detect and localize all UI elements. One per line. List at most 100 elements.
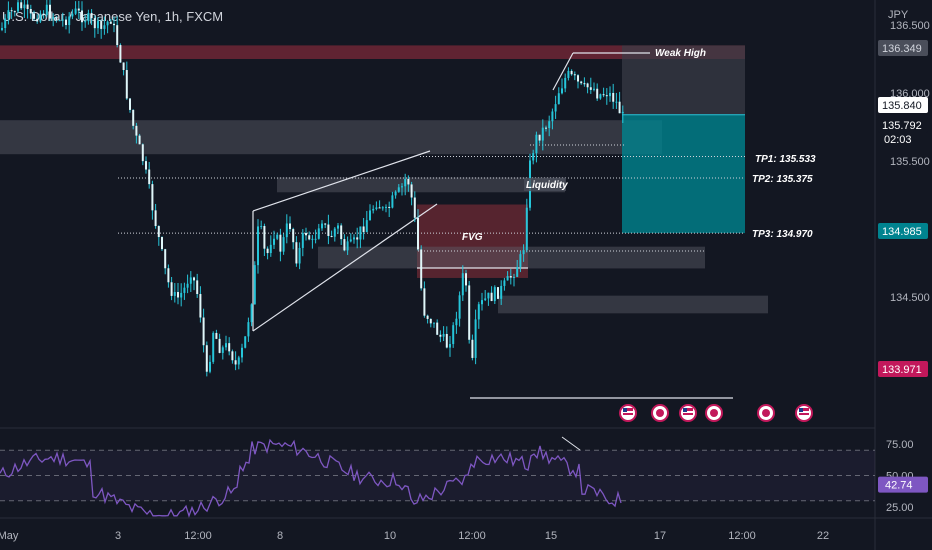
high-impact-event-icon[interactable] [757,404,775,422]
candle-body [13,11,16,13]
candle [618,91,621,114]
us-flag-event-icon[interactable] [795,404,813,422]
high-impact-event-icon[interactable] [705,404,723,422]
event-icon-dot [762,409,770,417]
candle [282,233,285,255]
candle [84,14,87,28]
candle-body [522,250,525,255]
candle-body [135,125,138,136]
candle [340,223,343,245]
candle [621,105,624,124]
candle-body [621,111,624,114]
candle [458,291,461,327]
candle-body [618,101,621,114]
candle-body [445,333,448,348]
weak-high-level-tag[interactable]: 136.349 [878,40,928,56]
candle [535,131,538,163]
candle [49,0,51,21]
candle [420,245,423,291]
candle-body [45,4,48,16]
candle [506,271,509,281]
candle-body [90,12,93,19]
event-icon-dot [710,409,718,417]
candle [362,217,365,240]
swing-low-tag[interactable]: 133.971 [878,360,928,377]
last-close-tag[interactable]: 135.792 [878,117,928,133]
time-axis[interactable]: May 3 12:00 8 10 12:00 15 17 12:00 22 [0,530,829,542]
candle [113,16,115,33]
candle [234,351,237,371]
candle [308,231,311,241]
candle-body [52,17,55,19]
candle [525,198,528,253]
fvg-zone [417,204,528,278]
candle [455,311,458,334]
candle-body [541,127,544,141]
candle-body [148,169,151,185]
candle [269,235,272,257]
candle-body [465,273,467,286]
candle-body [221,347,224,353]
candle [61,12,64,27]
candle [503,277,506,291]
candle-body [263,225,266,249]
candle [266,246,269,260]
candle [7,1,10,25]
rsi-value-tag[interactable]: 42.74 [878,476,928,493]
candle [609,86,611,102]
candle-body [279,234,282,252]
candle [154,203,157,229]
candle-body [519,254,522,267]
fvg-label: FVG [462,232,483,243]
high-impact-event-icon[interactable] [651,404,669,422]
candle [548,115,551,137]
candle-body [340,225,343,240]
candle-body [129,98,131,110]
candle-body [471,339,474,358]
candle-body [573,74,576,76]
candle [161,236,163,252]
candle [180,283,183,307]
flag-stripe [799,408,809,411]
lower-zone [498,295,768,314]
candle-body [301,232,304,248]
candle [433,322,435,328]
tp3-level-tag-bg [878,223,928,240]
candle [209,355,211,374]
candle [183,282,186,300]
time-tick-label: 12:00 [458,530,486,542]
current-price-tag[interactable]: 135.840 [878,97,928,113]
candle-body [164,249,167,269]
candle [593,82,595,92]
candle-body [314,238,317,240]
liquidity-zone [277,177,565,193]
candle-body [468,285,471,340]
price-axis[interactable]: JPY136.500136.000135.500134.500136.34913… [878,9,930,514]
us-flag-event-icon[interactable] [619,404,637,422]
candle [173,283,176,303]
us-flag-event-icon[interactable] [679,404,697,422]
candle [317,223,320,240]
flag-stripe [623,413,633,415]
candle [45,0,48,18]
candle [346,236,349,255]
candle [397,184,400,193]
candle [186,274,189,294]
candle-body [391,195,394,208]
candle [394,190,397,199]
candle-body [55,17,58,21]
candle-body [36,18,39,22]
candle [250,303,253,327]
candle [276,232,279,241]
candle-body [324,223,327,225]
tp3-level-tag-text: 134.985 [882,226,922,238]
liquidity-label-bg [524,178,566,191]
tp3-level-tag[interactable]: 134.985 [878,223,928,240]
wedge-upper-line [252,150,431,212]
candle-body [516,266,519,277]
candle-body [183,287,186,293]
candle [577,74,579,89]
rsi-tick-label: 75.00 [886,439,914,451]
candle-body [423,288,426,316]
